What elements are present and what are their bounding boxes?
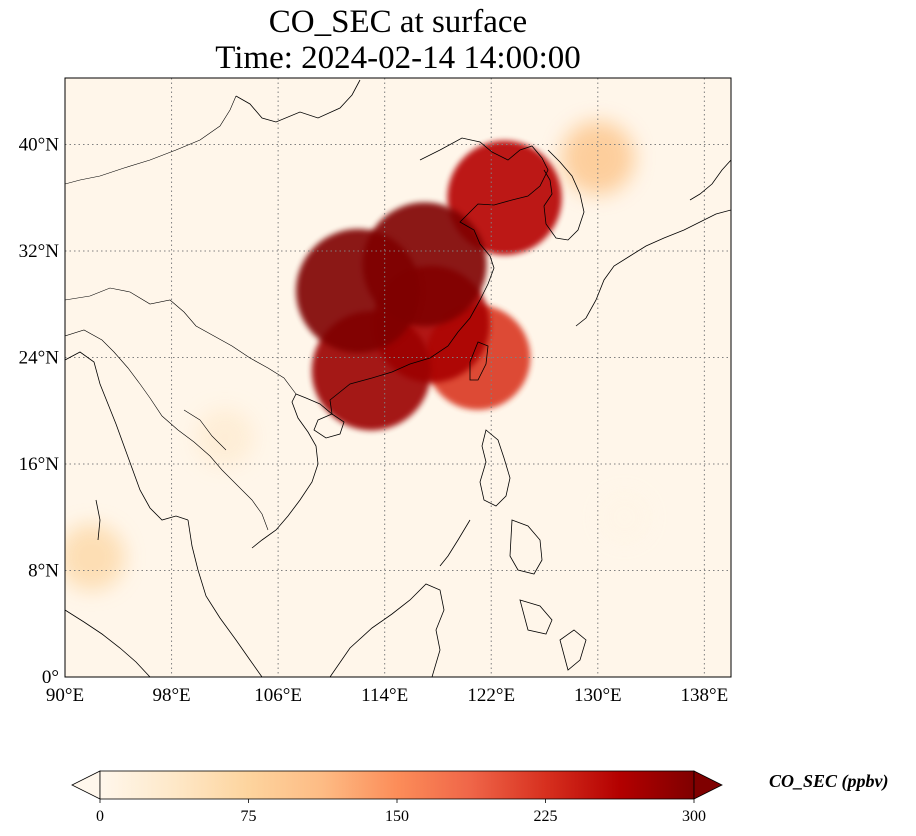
lat-tick-label: 8°N: [28, 561, 59, 582]
lon-tick-label: 98°E: [152, 685, 190, 706]
lat-tick-label: 16°N: [19, 454, 60, 475]
axis-ticks: 90°E 98°E 106°E 114°E 122°E 130°E 138°E 0° 8°N 16…: [19, 135, 729, 706]
hotspot-2: [195, 408, 254, 467]
colorbar-tick-label: 225: [534, 808, 558, 825]
lon-tick-label: 106°E: [254, 685, 302, 706]
coastlines: [65, 79, 731, 677]
concentration-field: [65, 121, 652, 591]
colorbar-ticks: 0 75 150 225 300: [96, 799, 706, 825]
colorbar-tick-label: 300: [682, 808, 706, 825]
hotspot-3: [65, 524, 125, 591]
map-subtitle-time: Time: 2024-02-14 14:00:00: [215, 40, 581, 76]
lat-tick-label: 40°N: [19, 135, 60, 156]
map-area: [65, 78, 731, 677]
lon-tick-label: 122°E: [467, 685, 515, 706]
colorbar-extend-min: [71, 770, 101, 800]
hotspot-4: [561, 121, 635, 195]
hotspot-1: [597, 490, 652, 544]
map-frame: [64, 77, 732, 678]
lat-tick-label: 24°N: [19, 348, 60, 369]
colorbar-tick-label: 150: [385, 808, 409, 825]
map-title: CO_SEC at surface: [268, 4, 528, 40]
colorbar-tick-label: 75: [241, 808, 257, 825]
lon-tick-label: 90°E: [46, 685, 84, 706]
gridlines: [65, 78, 731, 677]
colorbar-tick-label: 0: [96, 808, 104, 825]
hotspot-6: [447, 140, 562, 255]
colorbar-gradient: [99, 770, 695, 800]
lon-tick-label: 130°E: [574, 685, 622, 706]
lon-tick-label: 114°E: [361, 685, 408, 706]
hotspot-10: [296, 228, 421, 353]
colorbar-extend-max: [693, 770, 723, 800]
lat-tick-label: 32°N: [19, 241, 60, 262]
lon-tick-label: 138°E: [681, 685, 729, 706]
lat-tick-label: 0°: [42, 667, 59, 688]
colorbar: 0 75 150 225 300 CO_SEC (ppbv): [71, 770, 889, 825]
colorbar-label: CO_SEC (ppbv): [769, 771, 889, 792]
